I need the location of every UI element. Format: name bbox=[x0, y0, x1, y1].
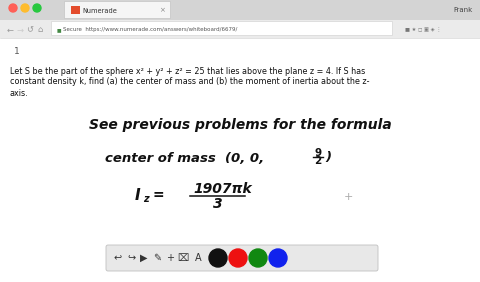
Bar bbox=[71, 6, 80, 14]
Text: ▶: ▶ bbox=[140, 253, 148, 263]
Text: Secure  https://www.numerade.com/answers/whiteboard/6679/: Secure https://www.numerade.com/answers/… bbox=[63, 27, 238, 32]
Text: A: A bbox=[195, 253, 201, 263]
Text: ✎: ✎ bbox=[153, 253, 161, 263]
Text: ⌧: ⌧ bbox=[178, 253, 189, 263]
Text: 2: 2 bbox=[314, 156, 322, 166]
Text: ■: ■ bbox=[57, 27, 61, 32]
FancyBboxPatch shape bbox=[51, 21, 393, 36]
Text: 3: 3 bbox=[213, 197, 223, 211]
Text: Frank: Frank bbox=[454, 7, 473, 13]
Text: Numerade: Numerade bbox=[82, 8, 117, 14]
FancyBboxPatch shape bbox=[106, 245, 378, 271]
Circle shape bbox=[229, 249, 247, 267]
Text: ×: × bbox=[159, 7, 165, 13]
Text: I: I bbox=[135, 188, 141, 202]
Text: 1: 1 bbox=[14, 47, 20, 56]
Circle shape bbox=[21, 4, 29, 12]
Text: ■ ★ ◻ ▣ ◈ ⋮: ■ ★ ◻ ▣ ◈ ⋮ bbox=[405, 27, 442, 32]
Circle shape bbox=[9, 4, 17, 12]
FancyBboxPatch shape bbox=[64, 1, 170, 19]
Text: →: → bbox=[16, 25, 24, 34]
Text: ↩: ↩ bbox=[114, 253, 122, 263]
Bar bbox=[0, 20, 480, 38]
Bar bbox=[0, 242, 480, 282]
Text: ⌂: ⌂ bbox=[37, 25, 43, 34]
Text: z: z bbox=[143, 194, 149, 204]
Circle shape bbox=[209, 249, 227, 267]
Bar bbox=[0, 0, 480, 20]
Circle shape bbox=[33, 4, 41, 12]
Text: ): ) bbox=[325, 151, 331, 164]
Text: constant density k, find (a) the center of mass and (b) the moment of inertia ab: constant density k, find (a) the center … bbox=[10, 78, 370, 87]
Text: =: = bbox=[153, 188, 165, 202]
Text: ←: ← bbox=[7, 25, 13, 34]
Text: +: + bbox=[343, 192, 353, 202]
Text: axis.: axis. bbox=[10, 89, 29, 98]
Text: ↺: ↺ bbox=[26, 25, 34, 34]
Text: +: + bbox=[166, 253, 174, 263]
Text: ↪: ↪ bbox=[127, 253, 135, 263]
Text: Let S be the part of the sphere x² + y² + z² = 25 that lies above the plane z = : Let S be the part of the sphere x² + y² … bbox=[10, 67, 365, 76]
Circle shape bbox=[249, 249, 267, 267]
Text: 9: 9 bbox=[314, 148, 322, 158]
Text: See previous problems for the formula: See previous problems for the formula bbox=[89, 118, 391, 132]
Bar bbox=[0, 38, 480, 242]
Text: 1907πk: 1907πk bbox=[193, 182, 252, 196]
Text: center of mass  (0, 0,: center of mass (0, 0, bbox=[105, 151, 269, 164]
Circle shape bbox=[269, 249, 287, 267]
